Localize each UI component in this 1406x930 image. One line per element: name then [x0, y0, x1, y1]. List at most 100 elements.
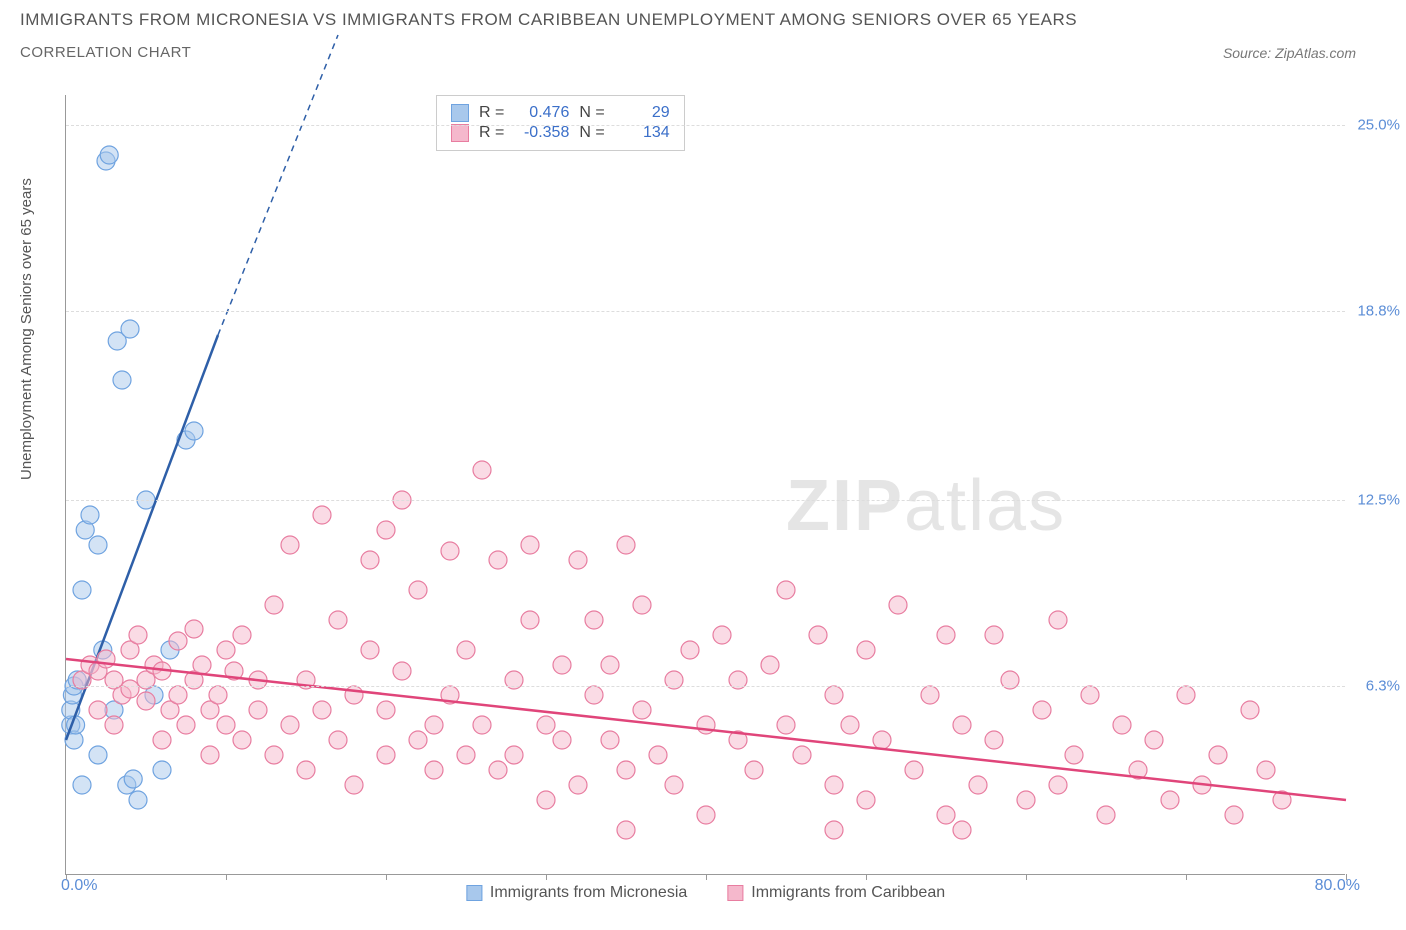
x-tick [386, 874, 387, 880]
data-point [553, 656, 571, 674]
data-point [1241, 701, 1259, 719]
legend-label: Immigrants from Micronesia [490, 884, 687, 902]
gridline [66, 686, 1345, 687]
data-point [1097, 806, 1115, 824]
data-point [265, 596, 283, 614]
stats-n-value: 134 [615, 124, 670, 142]
stats-swatch [451, 104, 469, 122]
stats-n-label: N = [579, 124, 604, 142]
data-point [89, 701, 107, 719]
data-point [377, 521, 395, 539]
data-point [361, 641, 379, 659]
data-point [153, 731, 171, 749]
data-point [425, 716, 443, 734]
data-point [105, 716, 123, 734]
data-point [297, 761, 315, 779]
data-point [425, 761, 443, 779]
data-point [1145, 731, 1163, 749]
x-tick [1346, 874, 1347, 880]
source-attribution: Source: ZipAtlas.com [1223, 45, 1386, 61]
legend-item: Immigrants from Caribbean [727, 884, 945, 902]
data-point [313, 701, 331, 719]
data-point [1209, 746, 1227, 764]
x-tick [226, 874, 227, 880]
data-point [1225, 806, 1243, 824]
data-point [489, 761, 507, 779]
scatter-plot-svg [66, 95, 1345, 874]
data-point [185, 620, 203, 638]
data-point [81, 506, 99, 524]
data-point [265, 746, 283, 764]
data-point [249, 701, 267, 719]
data-point [129, 626, 147, 644]
data-point [124, 770, 142, 788]
data-point [969, 776, 987, 794]
data-point [169, 686, 187, 704]
data-point [873, 731, 891, 749]
y-tick-label: 25.0% [1357, 117, 1400, 134]
data-point [489, 551, 507, 569]
gridline [66, 311, 1345, 312]
data-point [345, 686, 363, 704]
data-point [281, 536, 299, 554]
data-point [505, 746, 523, 764]
data-point [73, 776, 91, 794]
x-tick [66, 874, 67, 880]
correlation-stats-box: R = 0.476 N = 29R = -0.358 N = 134 [436, 95, 685, 151]
data-point [281, 716, 299, 734]
data-point [761, 656, 779, 674]
data-point [537, 791, 555, 809]
stats-row: R = 0.476 N = 29 [451, 104, 670, 122]
data-point [121, 320, 139, 338]
data-point [617, 536, 635, 554]
data-point [185, 422, 203, 440]
stats-r-label: R = [479, 104, 504, 122]
data-point [169, 632, 187, 650]
data-point [121, 680, 139, 698]
trend-line-extrapolated [218, 35, 338, 335]
stats-row: R =-0.358N =134 [451, 124, 670, 142]
data-point [857, 791, 875, 809]
legend-swatch [466, 885, 482, 901]
data-point [697, 806, 715, 824]
data-point [473, 716, 491, 734]
data-point [953, 821, 971, 839]
data-point [825, 821, 843, 839]
data-point [601, 656, 619, 674]
data-point [585, 611, 603, 629]
data-point [937, 806, 955, 824]
data-point [177, 716, 195, 734]
data-point [1113, 716, 1131, 734]
data-point [793, 746, 811, 764]
data-point [553, 731, 571, 749]
data-point [193, 656, 211, 674]
data-point [1033, 701, 1051, 719]
data-point [985, 731, 1003, 749]
chart-title: IMMIGRANTS FROM MICRONESIA VS IMMIGRANTS… [20, 10, 1386, 30]
data-point [345, 776, 363, 794]
data-point [1177, 686, 1195, 704]
data-point [777, 716, 795, 734]
stats-r-value: 0.476 [514, 104, 569, 122]
data-point [233, 731, 251, 749]
data-point [681, 641, 699, 659]
plot-area: R =0.476N =29R =-0.358N =134 ZIPatlas 0.… [65, 95, 1345, 875]
data-point [601, 731, 619, 749]
data-point [153, 761, 171, 779]
stats-n-value: 29 [615, 104, 670, 122]
data-point [113, 371, 131, 389]
data-point [809, 626, 827, 644]
data-point [857, 641, 875, 659]
data-point [201, 746, 219, 764]
data-point [1257, 761, 1275, 779]
data-point [233, 626, 251, 644]
data-point [361, 551, 379, 569]
data-point [585, 686, 603, 704]
stats-r-value: -0.358 [514, 124, 569, 142]
data-point [569, 551, 587, 569]
stats-n-label: N = [579, 104, 604, 122]
data-point [137, 692, 155, 710]
data-point [713, 626, 731, 644]
x-tick [546, 874, 547, 880]
data-point [617, 761, 635, 779]
